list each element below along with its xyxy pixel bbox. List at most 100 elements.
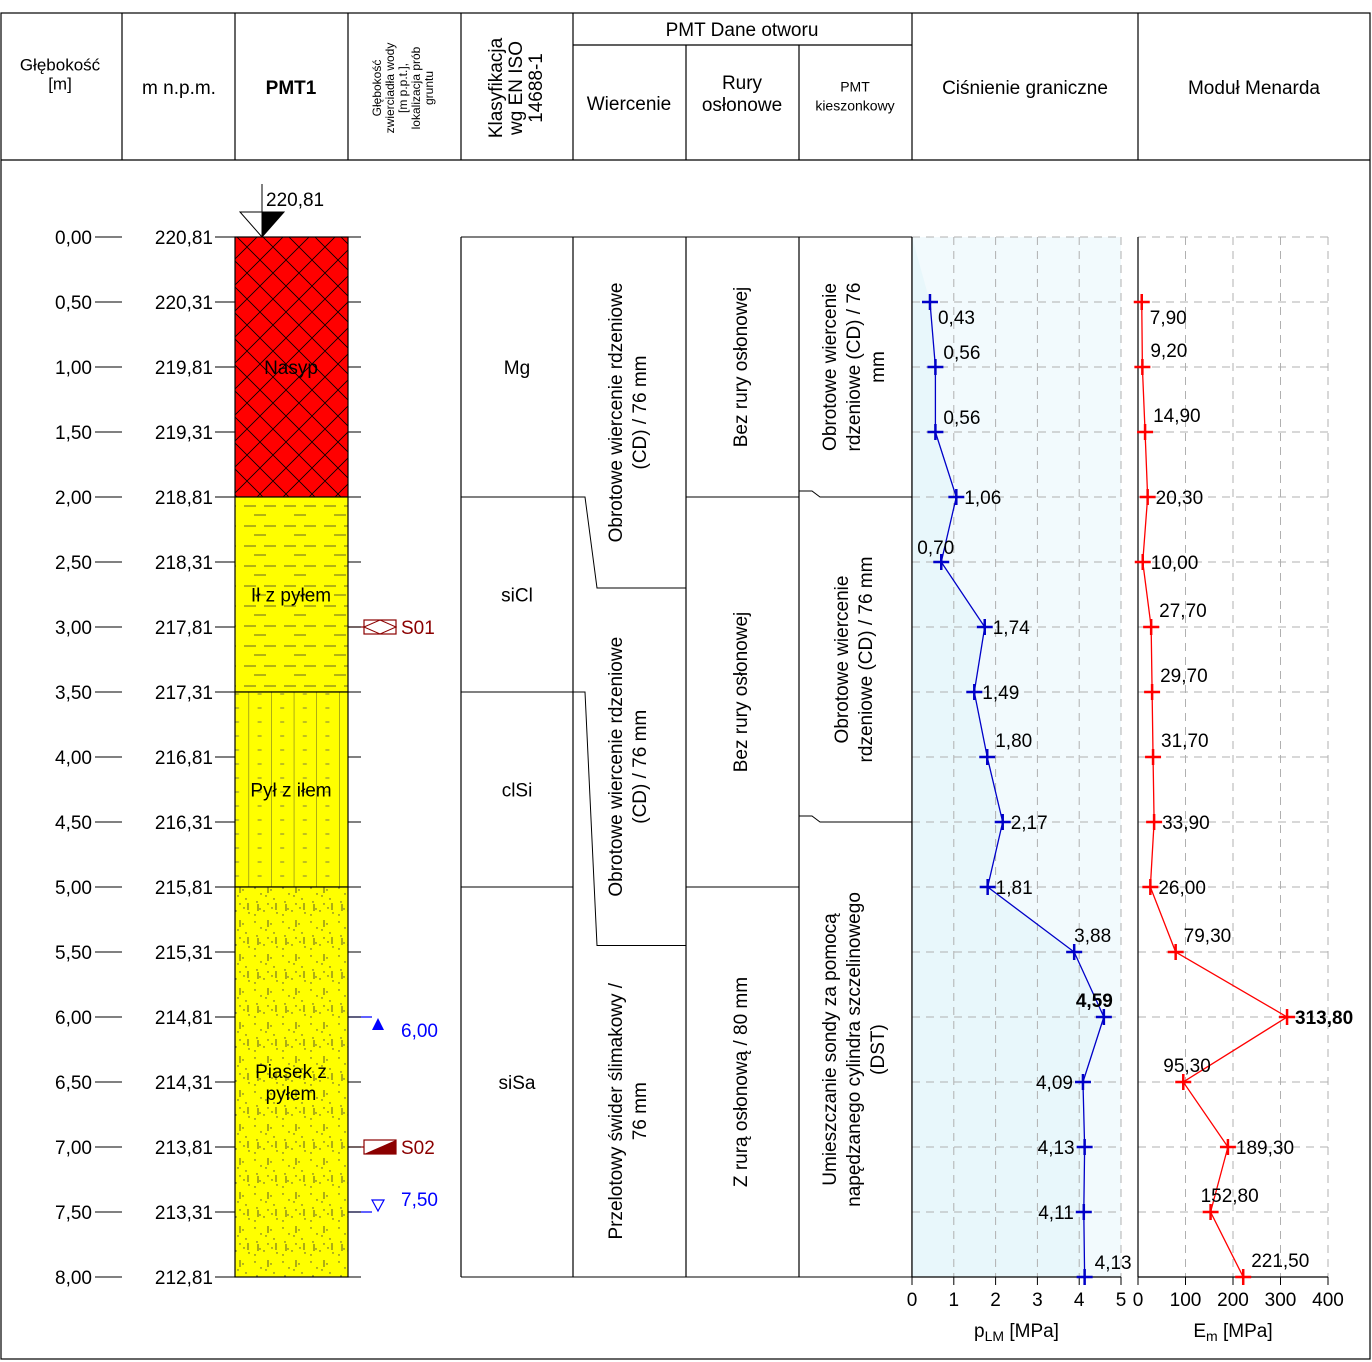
elevation-label: 216,31: [155, 813, 213, 834]
elevation-label: 213,81: [155, 1138, 213, 1159]
soil-layer-name: Pył z iłem: [250, 781, 331, 802]
data-point: [1074, 1074, 1091, 1090]
data-point: [966, 684, 983, 700]
data-label: 33,90: [1162, 813, 1210, 834]
data-label: 26,00: [1158, 878, 1206, 899]
data-label: 4,09: [1036, 1073, 1073, 1094]
header-pmt-group: PMT Dane otworu: [666, 20, 819, 41]
elevation-label: 217,81: [155, 618, 213, 639]
pmt-method-label: Obrotowe wiercenie rdzeniowe (CD) / 76 mm: [832, 557, 877, 763]
header-em: Moduł Menarda: [1188, 78, 1320, 99]
data-label: 1,74: [993, 618, 1030, 639]
sample-box: [363, 619, 397, 635]
data-label: 9,20: [1150, 341, 1187, 362]
data-label: 0,56: [943, 343, 980, 364]
drilling-method-label: Obrotowe wiercenie rdzeniowe (CD) / 76 mm: [606, 637, 651, 897]
elevation-label: 218,81: [155, 488, 213, 509]
x-axis-label: Em [MPa]: [1193, 1321, 1272, 1344]
casing-label: Bez rury osłonowej: [731, 612, 752, 773]
data-point: [979, 879, 996, 895]
soil-class-label: clSi: [502, 781, 533, 802]
data-point: [1137, 424, 1154, 440]
data-label: 313,80: [1295, 1008, 1353, 1029]
data-point: [1076, 1269, 1093, 1285]
pmt-method-label: Obrotowe wiercenie rdzeniowe (CD) / 76 mm: [820, 283, 889, 452]
water-level-label: 7,50: [401, 1190, 438, 1211]
data-label: 7,90: [1150, 308, 1187, 329]
data-point: [921, 294, 938, 310]
drilling-boundary: [573, 496, 686, 589]
soil-class-label: siSa: [499, 1073, 536, 1094]
soil-class-label: siCl: [501, 586, 533, 607]
header-depth: Głębokość [m]: [20, 56, 101, 94]
ground-elevation-label: 220,81: [266, 190, 324, 211]
header-borehole: PMT1: [266, 78, 317, 99]
x-tick-label: 0: [1133, 1290, 1144, 1311]
depth-label: 4,00: [55, 748, 92, 769]
x-tick-label: 300: [1265, 1290, 1297, 1311]
x-tick-label: 0: [907, 1290, 918, 1311]
elevation-label: 219,31: [155, 423, 213, 444]
depth-label: 5,50: [55, 943, 92, 964]
depth-label: 6,50: [55, 1073, 92, 1094]
x-axis-label: pLM [MPa]: [974, 1321, 1059, 1344]
data-point: [1142, 879, 1159, 895]
elevation-label: 217,31: [155, 683, 213, 704]
soil-layer-name: Nasyp: [264, 358, 318, 379]
data-point: [1144, 684, 1161, 700]
data-label: 221,50: [1251, 1251, 1309, 1272]
header-classification: Klasyfikacjawg EN ISO14688-1: [486, 37, 547, 138]
header-casing: Rury osłonowe: [702, 73, 782, 116]
sample-symbol-undisturbed: [364, 1140, 396, 1154]
depth-label: 1,50: [55, 423, 92, 444]
data-point: [1235, 1269, 1252, 1285]
header-plm: Ciśnienie graniczne: [942, 78, 1108, 99]
data-point: [1143, 619, 1160, 635]
data-point: [933, 554, 950, 570]
data-point: [976, 619, 993, 635]
sample-label: S01: [401, 618, 435, 639]
soil-class-label: Mg: [504, 358, 530, 379]
drilling-method-label: Obrotowe wiercenie rdzeniowe (CD) / 76 mm: [606, 283, 651, 543]
data-point: [994, 814, 1011, 830]
elevation-label: 213,31: [155, 1203, 213, 1224]
sample-symbol-disturbed: [363, 619, 398, 635]
data-label: 2,17: [1011, 813, 1048, 834]
depth-label: 0,50: [55, 293, 92, 314]
data-label: 4,11: [1038, 1203, 1074, 1224]
series-line: [929, 301, 1105, 1278]
data-point: [1139, 489, 1156, 505]
x-tick-label: 200: [1217, 1290, 1249, 1311]
data-point: [1066, 944, 1083, 960]
drilling-method-label: Przelotowy świder ślimakowy /76 mm: [606, 982, 651, 1239]
data-point: [1076, 1139, 1093, 1155]
casing-label: Bez rury osłonowej: [731, 287, 752, 448]
data-point: [927, 359, 944, 375]
data-label: 189,30: [1236, 1138, 1294, 1159]
ground-level-marker: 220,81: [238, 184, 324, 238]
elevation-label: 218,31: [155, 553, 213, 574]
data-point: [1146, 814, 1163, 830]
data-point: [1279, 1009, 1296, 1025]
x-tick-label: 5: [1116, 1290, 1127, 1311]
depth-label: 4,50: [55, 813, 92, 834]
data-label: 79,30: [1184, 926, 1232, 947]
soil-layer-name: Piasek z pyłem: [255, 1062, 327, 1105]
elevation-label: 214,81: [155, 1008, 213, 1029]
data-point: [1175, 1074, 1192, 1090]
elevation-label: 219,81: [155, 358, 213, 379]
data-label: 4,13: [1095, 1253, 1132, 1274]
depth-label: 5,00: [55, 878, 92, 899]
depth-label: 8,00: [55, 1268, 92, 1289]
data-point: [1075, 1204, 1092, 1220]
pmt-columns: Obrotowe wiercenie rdzeniowe (CD) / 76 mm…: [460, 236, 913, 1278]
elevation-label: 216,81: [155, 748, 213, 769]
depth-label: 3,00: [55, 618, 92, 639]
data-label: 1,80: [995, 731, 1032, 752]
pmt-method-boundary: [799, 815, 912, 823]
x-tick-label: 400: [1312, 1290, 1344, 1311]
pmt-method-label: Umieszczanie sondy za pomocą napędzanego …: [820, 892, 889, 1207]
data-point: [1134, 359, 1151, 375]
depth-label: 3,50: [55, 683, 92, 704]
